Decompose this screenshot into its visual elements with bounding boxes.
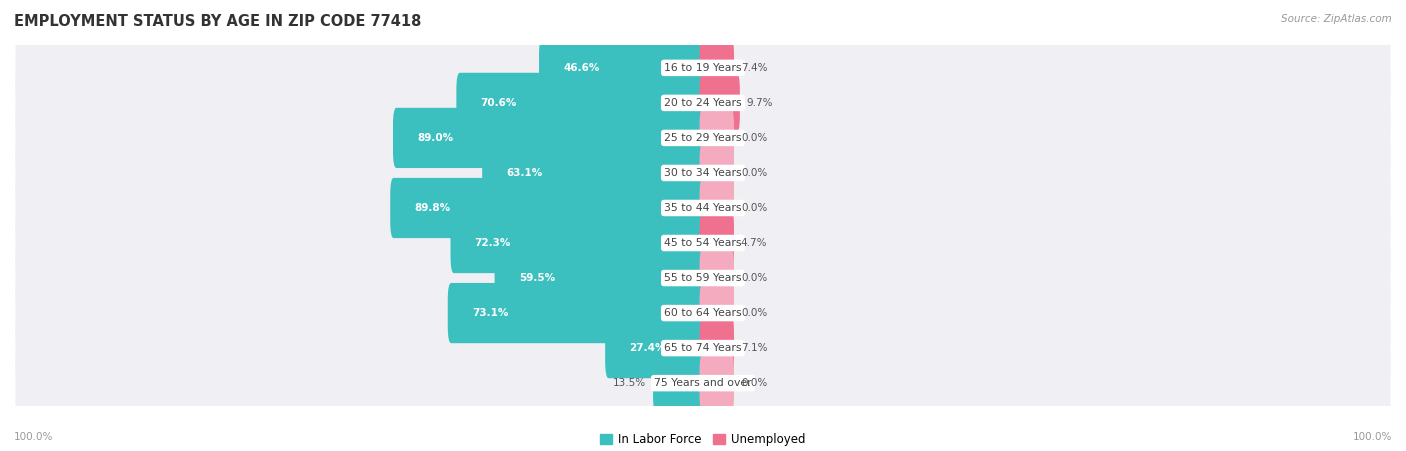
FancyBboxPatch shape: [538, 38, 706, 98]
Text: 46.6%: 46.6%: [564, 63, 599, 73]
Text: 7.4%: 7.4%: [741, 63, 768, 73]
Text: 0.0%: 0.0%: [741, 378, 768, 388]
Text: 9.7%: 9.7%: [747, 98, 773, 108]
Text: 0.0%: 0.0%: [741, 168, 768, 178]
Text: 7.1%: 7.1%: [741, 343, 768, 353]
Text: 16 to 19 Years: 16 to 19 Years: [664, 63, 742, 73]
Text: EMPLOYMENT STATUS BY AGE IN ZIP CODE 77418: EMPLOYMENT STATUS BY AGE IN ZIP CODE 774…: [14, 14, 422, 28]
FancyBboxPatch shape: [700, 73, 740, 133]
FancyBboxPatch shape: [482, 143, 706, 203]
Text: 73.1%: 73.1%: [472, 308, 508, 318]
Text: 75 Years and over: 75 Years and over: [654, 378, 752, 388]
Text: 65 to 74 Years: 65 to 74 Years: [664, 343, 742, 353]
Text: 89.0%: 89.0%: [418, 133, 453, 143]
Text: 0.0%: 0.0%: [741, 308, 768, 318]
FancyBboxPatch shape: [700, 143, 734, 203]
Text: 45 to 54 Years: 45 to 54 Years: [664, 238, 742, 248]
FancyBboxPatch shape: [700, 353, 734, 413]
Text: 13.5%: 13.5%: [613, 378, 647, 388]
FancyBboxPatch shape: [700, 318, 734, 378]
Text: 0.0%: 0.0%: [741, 133, 768, 143]
Text: Source: ZipAtlas.com: Source: ZipAtlas.com: [1281, 14, 1392, 23]
FancyBboxPatch shape: [700, 38, 734, 98]
Text: 100.0%: 100.0%: [1353, 432, 1392, 442]
Text: 55 to 59 Years: 55 to 59 Years: [664, 273, 742, 283]
Text: 0.0%: 0.0%: [741, 273, 768, 283]
FancyBboxPatch shape: [15, 200, 1391, 286]
FancyBboxPatch shape: [15, 129, 1391, 216]
Text: 72.3%: 72.3%: [475, 238, 510, 248]
Text: 20 to 24 Years: 20 to 24 Years: [664, 98, 742, 108]
FancyBboxPatch shape: [652, 353, 706, 413]
Text: 89.8%: 89.8%: [415, 203, 450, 213]
FancyBboxPatch shape: [15, 235, 1391, 322]
Text: 30 to 34 Years: 30 to 34 Years: [664, 168, 742, 178]
FancyBboxPatch shape: [15, 340, 1391, 427]
Text: 25 to 29 Years: 25 to 29 Years: [664, 133, 742, 143]
FancyBboxPatch shape: [391, 178, 706, 238]
FancyBboxPatch shape: [700, 178, 734, 238]
FancyBboxPatch shape: [700, 248, 734, 308]
FancyBboxPatch shape: [15, 24, 1391, 111]
Legend: In Labor Force, Unemployed: In Labor Force, Unemployed: [596, 428, 810, 451]
Text: 70.6%: 70.6%: [481, 98, 517, 108]
FancyBboxPatch shape: [700, 213, 734, 273]
Text: 35 to 44 Years: 35 to 44 Years: [664, 203, 742, 213]
FancyBboxPatch shape: [15, 270, 1391, 356]
Text: 60 to 64 Years: 60 to 64 Years: [664, 308, 742, 318]
FancyBboxPatch shape: [605, 318, 706, 378]
Text: 0.0%: 0.0%: [741, 203, 768, 213]
FancyBboxPatch shape: [457, 73, 706, 133]
FancyBboxPatch shape: [15, 95, 1391, 181]
FancyBboxPatch shape: [450, 213, 706, 273]
FancyBboxPatch shape: [495, 248, 706, 308]
Text: 27.4%: 27.4%: [630, 343, 666, 353]
FancyBboxPatch shape: [15, 305, 1391, 391]
FancyBboxPatch shape: [700, 283, 734, 343]
Text: 63.1%: 63.1%: [506, 168, 543, 178]
FancyBboxPatch shape: [700, 108, 734, 168]
FancyBboxPatch shape: [394, 108, 706, 168]
FancyBboxPatch shape: [447, 283, 706, 343]
Text: 100.0%: 100.0%: [14, 432, 53, 442]
FancyBboxPatch shape: [15, 60, 1391, 146]
Text: 59.5%: 59.5%: [519, 273, 555, 283]
Text: 4.7%: 4.7%: [741, 238, 768, 248]
FancyBboxPatch shape: [15, 165, 1391, 251]
